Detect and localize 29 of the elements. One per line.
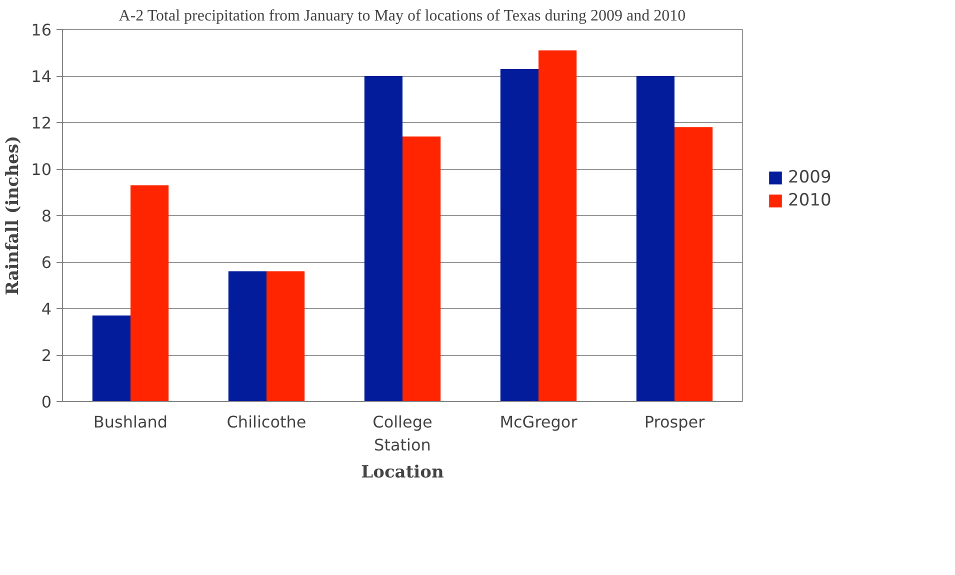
y-tick-label: 4: [41, 300, 52, 318]
chart-title: A-2 Total precipitation from January to May of locations of Texas during 2009 and 2010: [118, 8, 686, 24]
bar: [130, 185, 169, 402]
x-axis-title: Location: [361, 462, 444, 482]
x-tick-label: McGregor: [500, 412, 578, 432]
y-tick-label: 0: [41, 392, 52, 412]
bar: [674, 127, 713, 402]
x-tick-label: Bushland: [93, 412, 168, 432]
x-tick-label: Prosper: [644, 412, 706, 432]
y-axis-title: Rainfall (inches): [3, 136, 24, 296]
legend-label: 2009: [788, 167, 832, 187]
legend-label: 2010: [788, 190, 832, 210]
bar: [266, 271, 305, 402]
y-tick-label: 16: [31, 20, 52, 40]
bar: [500, 69, 538, 402]
y-tick-label: 14: [31, 67, 52, 86]
y-tick-label: 12: [31, 114, 52, 132]
bar: [636, 76, 674, 402]
x-tick-label: College Station: [372, 412, 432, 454]
y-tick-label: 8: [41, 206, 52, 226]
bar: [402, 136, 441, 402]
y-tick-label: 6: [41, 253, 52, 272]
y-tick-label: 2: [41, 346, 52, 365]
bar: [228, 271, 266, 402]
bar: [92, 315, 130, 402]
bar: [538, 50, 577, 402]
y-tick-label: 10: [31, 160, 52, 179]
bar: [364, 76, 402, 402]
x-tick-label: Chilicothe: [226, 412, 306, 432]
